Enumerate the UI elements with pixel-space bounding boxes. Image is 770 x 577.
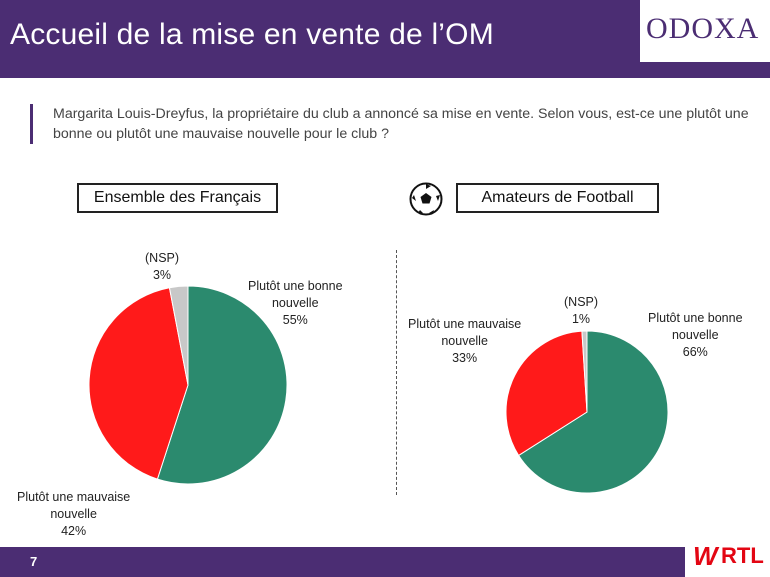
odoxa-logo: ODOXA: [638, 0, 770, 64]
logo-text: ODOXA: [646, 12, 760, 45]
rtl-logo-text: RTL: [721, 543, 764, 568]
label-right-bad-value: 33%: [452, 351, 478, 365]
chart-divider: [396, 250, 397, 495]
label-left-bad: Plutôt une mauvaise nouvelle 42%: [17, 489, 130, 540]
label-right-good: Plutôt une bonne nouvelle 66%: [648, 310, 743, 361]
label-left-good-value: 55%: [282, 313, 308, 327]
label-right-good-line2: nouvelle: [671, 328, 719, 342]
football-icon: [409, 182, 443, 216]
label-right-good-value: 66%: [682, 345, 708, 359]
label-left-nsp: (NSP) 3%: [145, 250, 179, 284]
rtl-logo-w: W: [693, 541, 718, 571]
pie-slice-bad: [88, 287, 189, 480]
pie-slice-bad: [505, 330, 588, 457]
label-left-good: Plutôt une bonne nouvelle 55%: [248, 278, 343, 329]
question-text: Margarita Louis-Dreyfus, la propriétaire…: [30, 104, 753, 144]
pie-slice-good: [156, 285, 288, 485]
page-number: 7: [30, 554, 38, 569]
label-left-bad-value: 42%: [61, 524, 87, 538]
pie-slice-good: [517, 330, 669, 494]
label-right-good-line1: Plutôt une bonne: [648, 311, 743, 325]
page-title: Accueil de la mise en vente de l’OM: [10, 18, 494, 51]
pie-slice-nsp: [581, 330, 588, 413]
label-left-good-line1: Plutôt une bonne: [248, 279, 343, 293]
label-left-bad-line2: nouvelle: [50, 507, 97, 521]
label-left-nsp-text: (NSP): [145, 251, 180, 265]
footer-bar: 7 W RTL: [0, 541, 770, 577]
pie-chart-right: [505, 330, 669, 494]
label-right-nsp: (NSP) 1%: [564, 294, 598, 328]
label-right-bad: Plutôt une mauvaise nouvelle 33%: [408, 316, 521, 367]
pie-chart-left: [88, 285, 288, 485]
label-right-bad-line1: Plutôt une mauvaise: [408, 317, 522, 331]
label-right-nsp-text: (NSP): [564, 295, 599, 309]
label-left-bad-line1: Plutôt une mauvaise: [17, 490, 131, 504]
label-left-good-line2: nouvelle: [271, 296, 319, 310]
label-left-nsp-value: 3%: [152, 268, 172, 282]
label-right-bad-line2: nouvelle: [441, 334, 488, 348]
pie-slice-nsp: [168, 285, 189, 386]
header-bar: Accueil de la mise en vente de l’OM ODOX…: [0, 0, 770, 78]
rtl-logo: W RTL: [685, 541, 770, 577]
segment-label-left: Ensemble des Français: [77, 183, 278, 213]
segment-label-right: Amateurs de Football: [456, 183, 659, 213]
label-right-nsp-value: 1%: [571, 312, 591, 326]
